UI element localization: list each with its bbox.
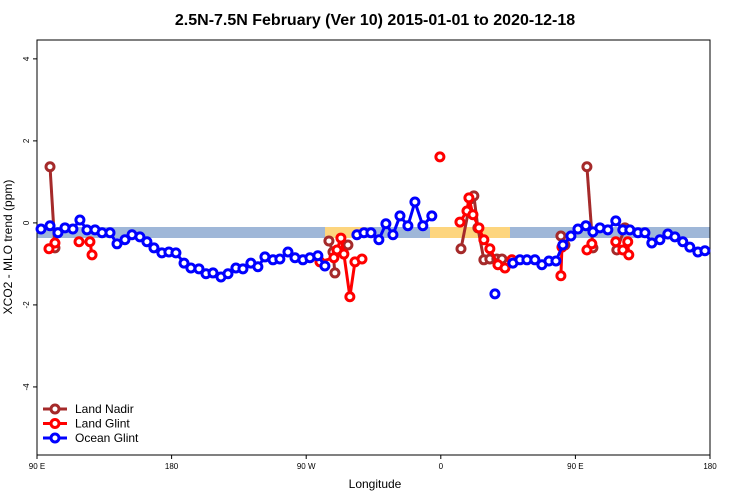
data-point — [104, 227, 116, 239]
data-point — [484, 243, 496, 255]
data-point — [639, 227, 651, 239]
data-point — [463, 192, 475, 204]
data-point — [529, 254, 541, 266]
data-point — [134, 231, 146, 243]
data-point — [335, 232, 347, 244]
data-point — [86, 249, 98, 261]
data-point — [454, 216, 466, 228]
data-point — [426, 210, 438, 222]
data-point — [489, 288, 501, 300]
data-point — [342, 239, 354, 251]
data-point — [394, 210, 406, 222]
data-point — [402, 220, 414, 232]
data-point — [312, 250, 324, 262]
land-band — [430, 227, 515, 238]
data-point — [380, 218, 392, 230]
data-point — [282, 246, 294, 258]
data-point — [119, 234, 131, 246]
data-point — [178, 257, 190, 269]
data-point — [610, 236, 622, 248]
data-point — [222, 268, 234, 280]
x-tick-label: 90 E — [29, 462, 45, 471]
data-point — [237, 263, 249, 275]
x-tick-label: 180 — [703, 462, 717, 471]
data-point — [74, 214, 86, 226]
data-point — [467, 209, 479, 221]
data-point — [323, 235, 335, 247]
data-point — [44, 220, 56, 232]
data-point — [409, 196, 421, 208]
data-point — [111, 238, 123, 250]
legend-label: Land Glint — [75, 417, 130, 431]
data-point — [274, 253, 286, 265]
plot-frame — [36, 39, 711, 456]
data-point — [387, 229, 399, 241]
legend-marker — [49, 432, 61, 444]
data-point — [555, 230, 567, 242]
y-tick-label: 0 — [22, 220, 31, 225]
ocean-band — [510, 227, 540, 238]
data-point — [654, 234, 666, 246]
legend-label: Land Nadir — [75, 402, 134, 416]
data-point — [67, 223, 79, 235]
y-tick-label: 2 — [22, 138, 31, 143]
data-point — [148, 242, 160, 254]
data-point — [623, 249, 635, 261]
data-point — [193, 263, 205, 275]
data-point — [52, 227, 64, 239]
data-point — [550, 255, 562, 267]
data-point — [319, 260, 331, 272]
x-axis-label: Longitude — [349, 477, 402, 491]
data-point — [580, 220, 592, 232]
x-tick-label: 0 — [439, 462, 444, 471]
x-tick-label: 90 W — [297, 462, 316, 471]
data-point — [207, 267, 219, 279]
y-tick-label: 4 — [22, 56, 31, 61]
data-point — [677, 236, 689, 248]
data-point — [586, 238, 598, 250]
legend-marker — [49, 403, 61, 415]
data-point — [610, 215, 622, 227]
data-point — [44, 161, 56, 173]
data-point — [141, 236, 153, 248]
data-point — [84, 236, 96, 248]
data-point — [555, 270, 567, 282]
data-point — [557, 239, 569, 251]
data-point — [417, 220, 429, 232]
data-point — [499, 262, 511, 274]
data-point — [356, 253, 368, 265]
data-point — [365, 227, 377, 239]
data-point — [455, 243, 467, 255]
data-point — [581, 161, 593, 173]
data-point — [329, 267, 341, 279]
data-point — [565, 230, 577, 242]
data-point — [622, 236, 634, 248]
data-point — [684, 241, 696, 253]
data-point — [478, 234, 490, 246]
data-point — [699, 245, 711, 257]
data-point — [73, 236, 85, 248]
data-point — [434, 151, 446, 163]
legend-marker — [49, 418, 61, 429]
data-point — [473, 222, 485, 234]
x-tick-label: 90 E — [567, 462, 583, 471]
data-point — [344, 291, 356, 303]
data-point — [170, 247, 182, 259]
x-tick-label: 180 — [165, 462, 179, 471]
data-point — [669, 231, 681, 243]
data-point — [35, 223, 47, 235]
data-point — [49, 237, 61, 249]
legend-label: Ocean Glint — [75, 431, 139, 445]
data-point — [602, 224, 614, 236]
data-point — [338, 248, 350, 260]
y-tick-label: -4 — [22, 383, 31, 391]
y-tick-label: -2 — [22, 301, 31, 309]
data-point — [373, 234, 385, 246]
chart-title: 2.5N-7.5N February (Ver 10) 2015-01-01 t… — [175, 12, 575, 29]
y-axis-label: XCO2 - MLO trend (ppm) — [1, 180, 15, 315]
data-point — [252, 261, 264, 273]
land-band — [325, 227, 365, 238]
